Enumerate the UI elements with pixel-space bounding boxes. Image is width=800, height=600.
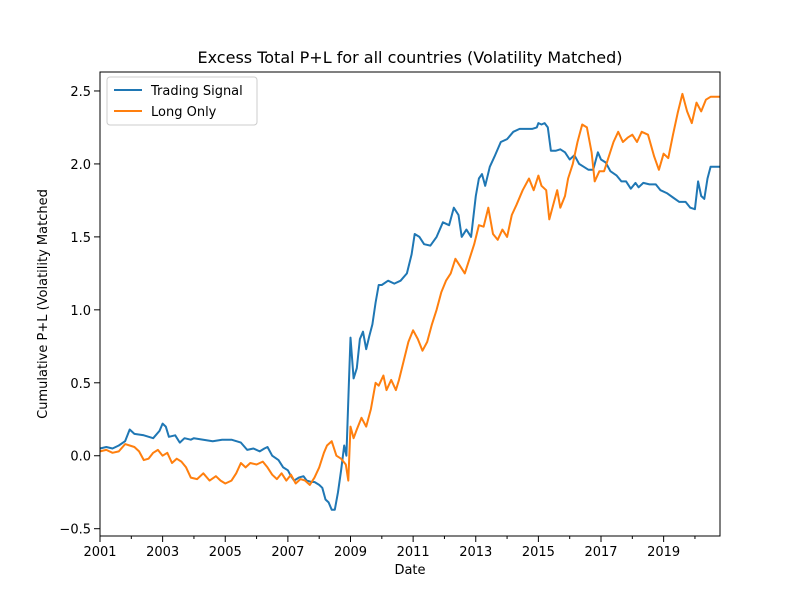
y-tick-label: 0.5 bbox=[70, 377, 91, 392]
x-tick-label: 2007 bbox=[271, 545, 304, 560]
x-tick-label: 2013 bbox=[459, 545, 492, 560]
y-tick-label: 2.0 bbox=[70, 158, 91, 173]
x-tick-label: 2005 bbox=[209, 545, 242, 560]
x-tick-label: 2009 bbox=[334, 545, 367, 560]
x-tick-label: 2015 bbox=[522, 545, 555, 560]
x-axis-label: Date bbox=[394, 563, 425, 578]
plot-lines bbox=[99, 92, 720, 511]
plot-frame bbox=[99, 71, 721, 537]
y-tick-label: 1.5 bbox=[70, 231, 91, 246]
legend-box bbox=[106, 76, 258, 126]
x-tick-label: 2017 bbox=[584, 545, 617, 560]
x-axis-ticks: 2001 2003 2005 2007 2009 2011 2013 2015 2017 2019 bbox=[83, 536, 696, 560]
y-tick-label: 1.0 bbox=[70, 304, 91, 319]
legend-label-trading-signal: Trading Signal bbox=[150, 84, 243, 99]
y-tick-label: 0.0 bbox=[70, 450, 91, 465]
x-tick-label: 2011 bbox=[397, 545, 430, 560]
series-line-trading-signal bbox=[99, 122, 720, 511]
y-axis-label: Cumulative P+L (Volatility Matched bbox=[36, 189, 51, 419]
x-tick-label: 2001 bbox=[83, 545, 116, 560]
x-tick-label: 2003 bbox=[146, 545, 179, 560]
y-tick-label: 2.5 bbox=[70, 85, 91, 100]
chart-title: Excess Total P+L for all countries (Vola… bbox=[198, 48, 623, 67]
x-tick-label: 2019 bbox=[647, 545, 680, 560]
y-axis-ticks: −0.5 0.0 0.5 1.0 1.5 2.0 2.5 bbox=[59, 85, 100, 538]
legend: Trading Signal Long Only bbox=[106, 76, 258, 126]
legend-label-long-only: Long Only bbox=[151, 105, 217, 120]
series-line-long-only bbox=[99, 92, 720, 486]
y-tick-label: −0.5 bbox=[59, 523, 91, 538]
